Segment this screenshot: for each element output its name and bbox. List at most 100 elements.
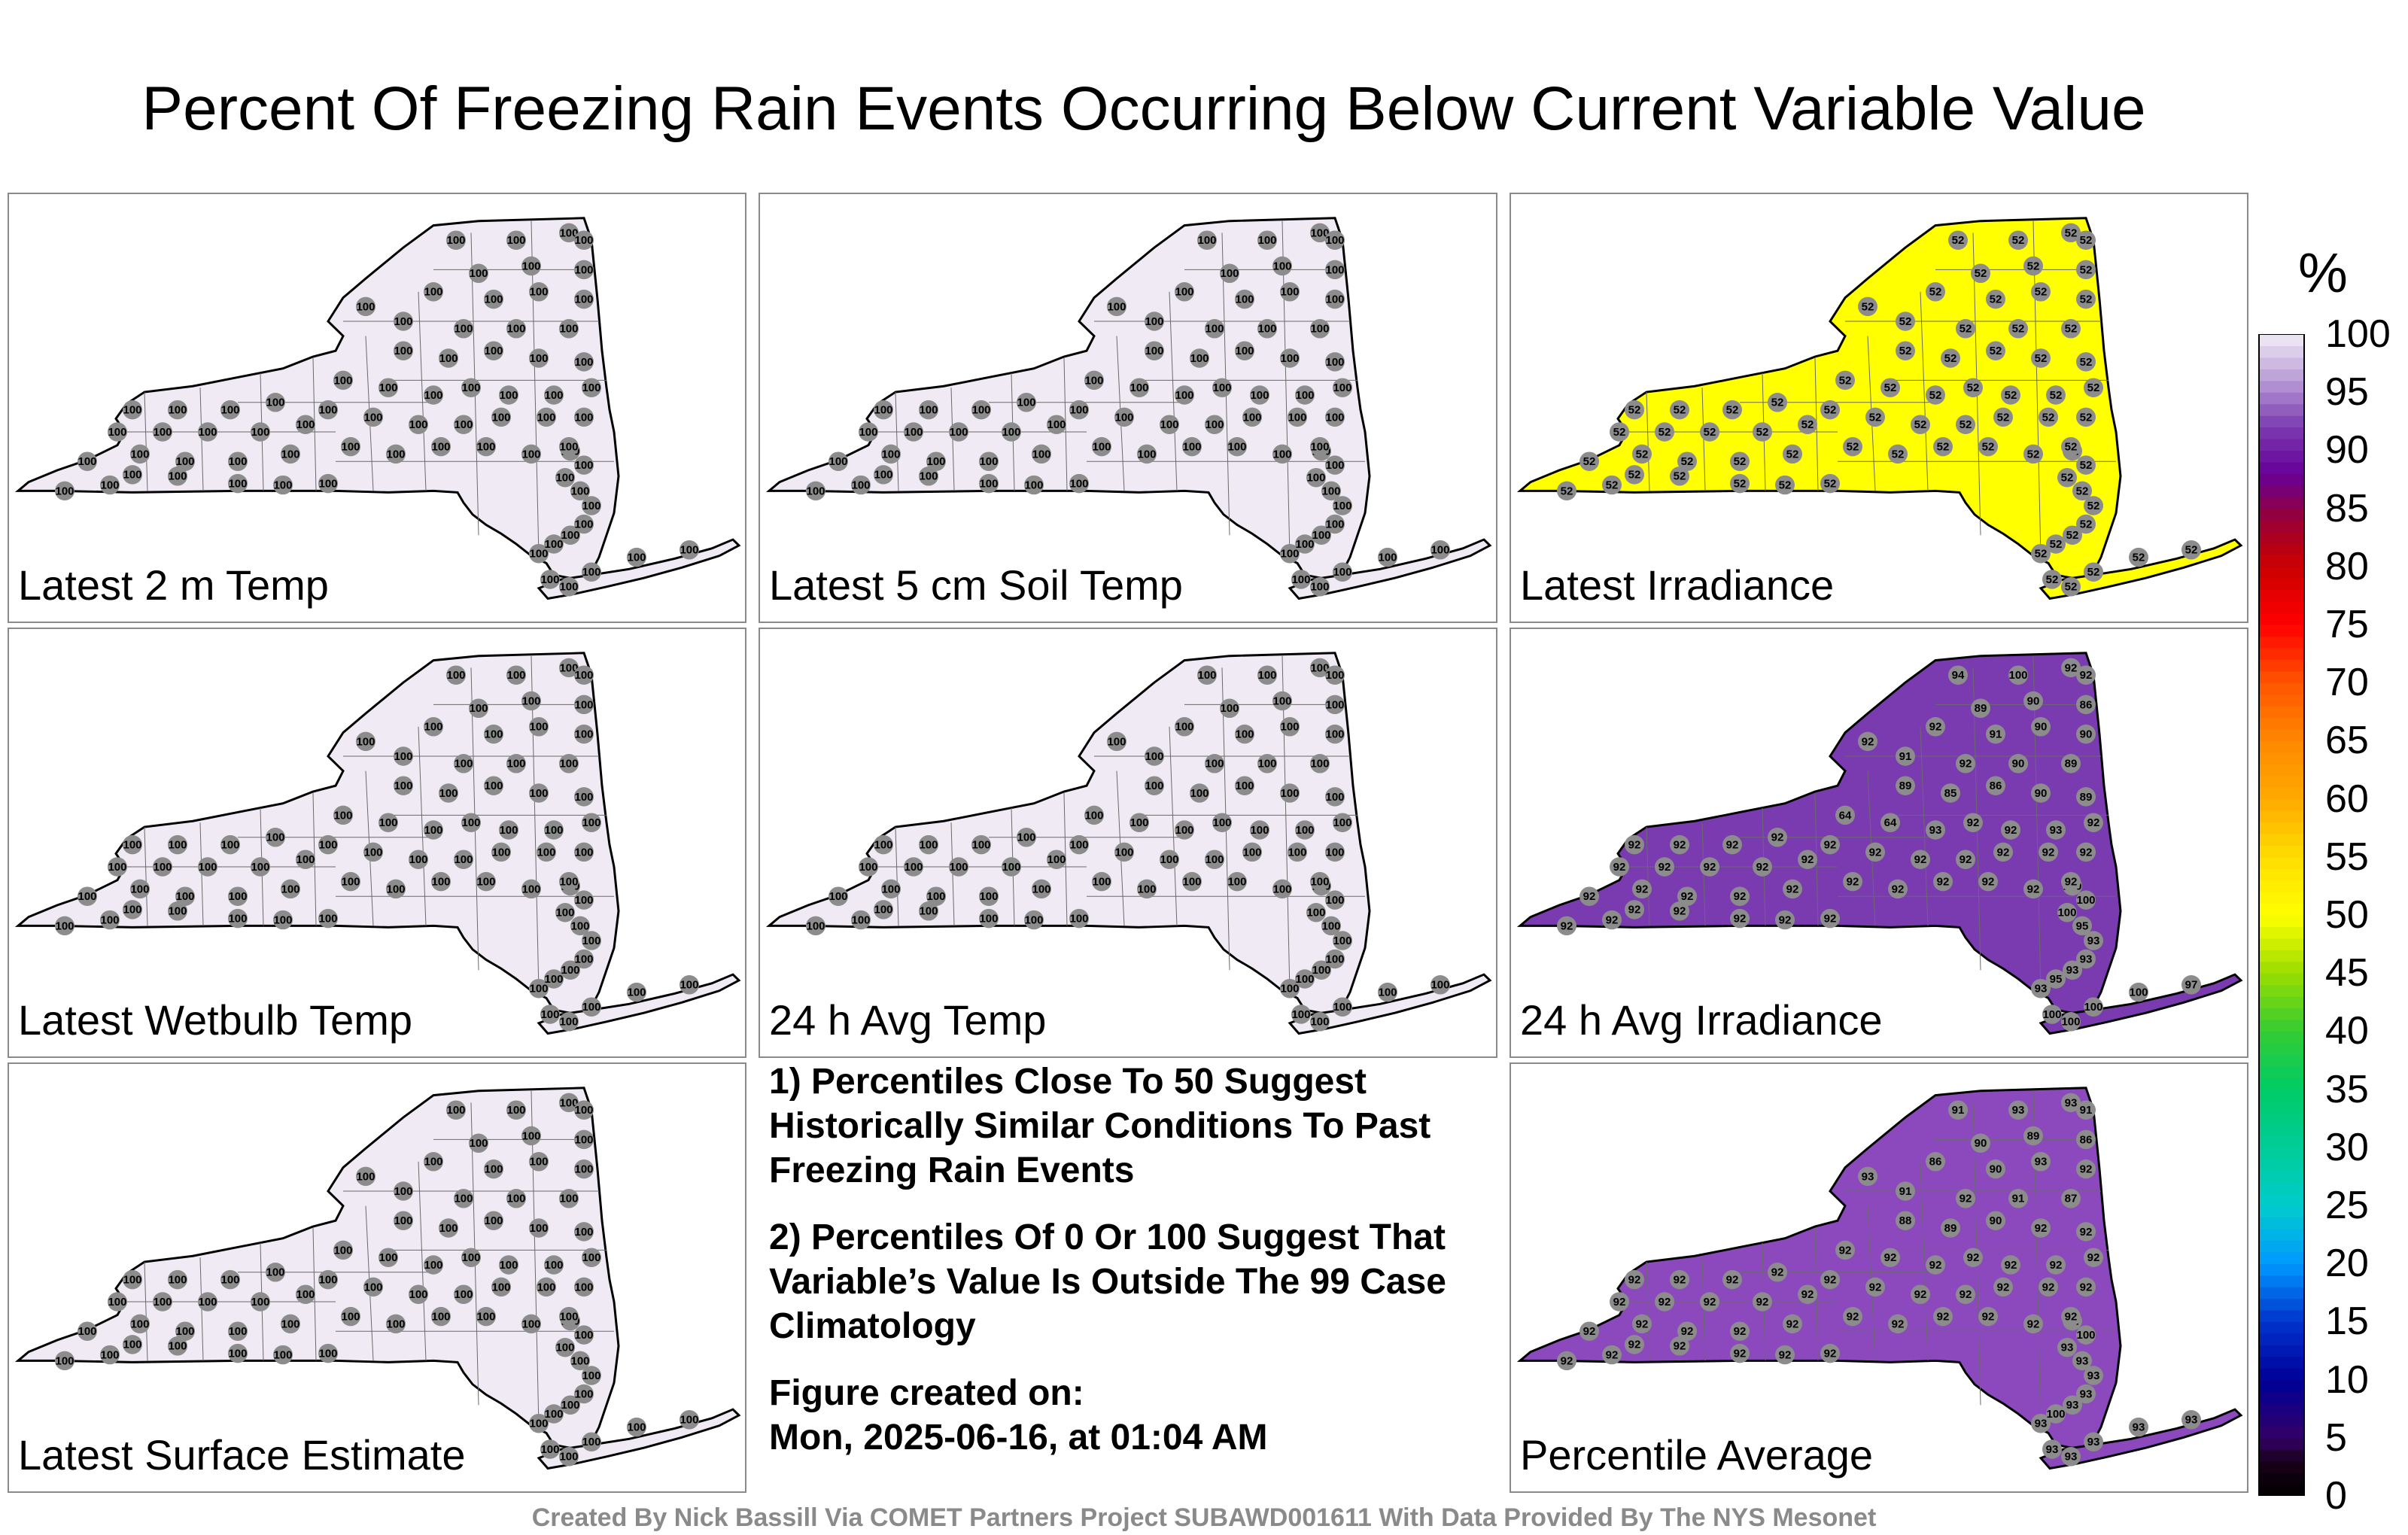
station-marker: [2076, 787, 2096, 807]
colorbar-segment: [2259, 427, 2304, 439]
station-marker: [971, 400, 991, 420]
map-panel-latest-wetbulb-temp: 100 100 100 100 100 100 100 100 100 100 100 100 100 1…: [8, 628, 746, 1058]
station-marker: [2031, 717, 2051, 737]
station-marker: [574, 1325, 594, 1345]
station-value: 100: [153, 1296, 172, 1309]
new-york-map: 1001001001001001001001001001001001001001…: [765, 652, 1492, 1035]
station-value: 100: [559, 324, 578, 336]
station-value: 52: [1997, 412, 2010, 424]
station-value: 100: [574, 1105, 593, 1117]
station-value: 100: [919, 471, 938, 483]
station-marker: [2001, 1255, 2020, 1275]
station-value: 52: [2080, 235, 2093, 247]
station-marker: [228, 1321, 248, 1341]
station-value: 52: [1636, 448, 1649, 460]
station-value: 52: [1801, 419, 1814, 431]
station-marker: [228, 908, 248, 929]
station-value: 90: [2035, 722, 2048, 734]
station-marker: [2031, 1218, 2051, 1238]
station-value: 100: [971, 405, 990, 417]
station-value: 52: [1771, 397, 1784, 409]
colorbar-segment: [2259, 903, 2304, 916]
station-marker: [2061, 436, 2081, 457]
station-value: 100: [175, 456, 194, 468]
colorbar-tick-label: 15: [2325, 1299, 2369, 1344]
colorbar-segment: [2259, 555, 2304, 567]
station-value: 100: [559, 1017, 578, 1029]
station-value: 100: [454, 324, 473, 336]
station-value: 92: [1892, 883, 1905, 895]
colorbar-segment: [2259, 1251, 2304, 1264]
station-marker: [1843, 1306, 1862, 1327]
station-value: 100: [1333, 1002, 1351, 1014]
station-marker: [1941, 1218, 1960, 1238]
station-marker: [2023, 879, 2043, 899]
station-value: 100: [379, 1252, 397, 1264]
station-marker: [454, 1189, 473, 1208]
colorbar-segment: [2259, 1123, 2304, 1136]
station-marker: [1978, 871, 1998, 892]
station-marker: [1333, 496, 1352, 515]
station-marker: [318, 473, 338, 494]
station-value: 100: [1130, 817, 1148, 829]
station-marker: [476, 1306, 496, 1327]
station-value: 100: [469, 703, 488, 715]
map-panel-24h-avg-irradiance: 1001001001009793959393939510010010094100…: [1510, 628, 2248, 1058]
station-marker: [1926, 282, 1945, 302]
station-marker: [979, 451, 999, 471]
station-marker: [341, 871, 360, 892]
station-value: 100: [454, 1193, 473, 1205]
station-marker: [2076, 890, 2096, 910]
station-value: 100: [379, 382, 397, 394]
station-value: 52: [2087, 382, 2100, 394]
station-marker: [1858, 296, 1877, 317]
station-marker: [574, 949, 594, 969]
station-marker: [108, 1292, 127, 1312]
station-value: 100: [175, 1326, 194, 1338]
station-marker: [2057, 468, 2077, 488]
station-marker: [574, 787, 594, 807]
station-value: 100: [806, 920, 825, 932]
station-value: 100: [1333, 567, 1351, 579]
station-marker: [1880, 378, 1900, 397]
station-marker: [1677, 451, 1697, 471]
panel-label: Latest Wetbulb Temp: [18, 996, 413, 1044]
station-value: 100: [55, 485, 74, 497]
colorbar-segment: [2259, 1345, 2304, 1357]
map-panel-latest-5cm-soil-temp: 100 100 100 100 100 100 100 100 100 100 100 100 100 1…: [759, 193, 1497, 623]
station-marker: [1175, 717, 1194, 737]
station-marker: [168, 834, 187, 855]
station-marker: [394, 341, 413, 360]
station-marker: [2072, 916, 2092, 936]
station-value: 92: [1960, 758, 1972, 771]
station-marker: [1295, 969, 1315, 989]
station-value: 52: [2076, 485, 2089, 497]
station-marker: [1865, 407, 1885, 427]
station-value: 52: [2035, 549, 2048, 561]
station-marker: [1888, 879, 1908, 899]
station-value: 100: [100, 480, 119, 492]
station-value: 52: [1824, 479, 1837, 491]
state-outline: [765, 217, 1371, 581]
new-york-map: 1001001001001001001001001001001001001001…: [765, 217, 1492, 600]
station-value: 92: [1583, 891, 1596, 903]
station-marker: [1069, 473, 1089, 494]
station-value: 100: [281, 883, 299, 895]
station-value: 100: [356, 1171, 375, 1183]
station-value: 100: [1310, 662, 1329, 674]
station-value: 100: [356, 301, 375, 313]
station-value: 100: [521, 883, 540, 895]
station-marker: [1986, 1159, 2005, 1179]
station-value: 100: [544, 974, 563, 986]
station-marker: [529, 348, 549, 368]
colorbar-segment: [2259, 670, 2304, 683]
station-marker: [484, 1211, 503, 1230]
station-marker: [2046, 534, 2066, 554]
colorbar-segment: [2259, 1112, 2304, 1125]
station-value: 100: [574, 412, 593, 424]
station-value: 91: [1990, 729, 2002, 741]
station-marker: [1032, 444, 1051, 464]
station-value: 52: [2027, 261, 2040, 273]
station-value: 100: [1145, 751, 1163, 763]
station-value: 100: [881, 883, 900, 895]
